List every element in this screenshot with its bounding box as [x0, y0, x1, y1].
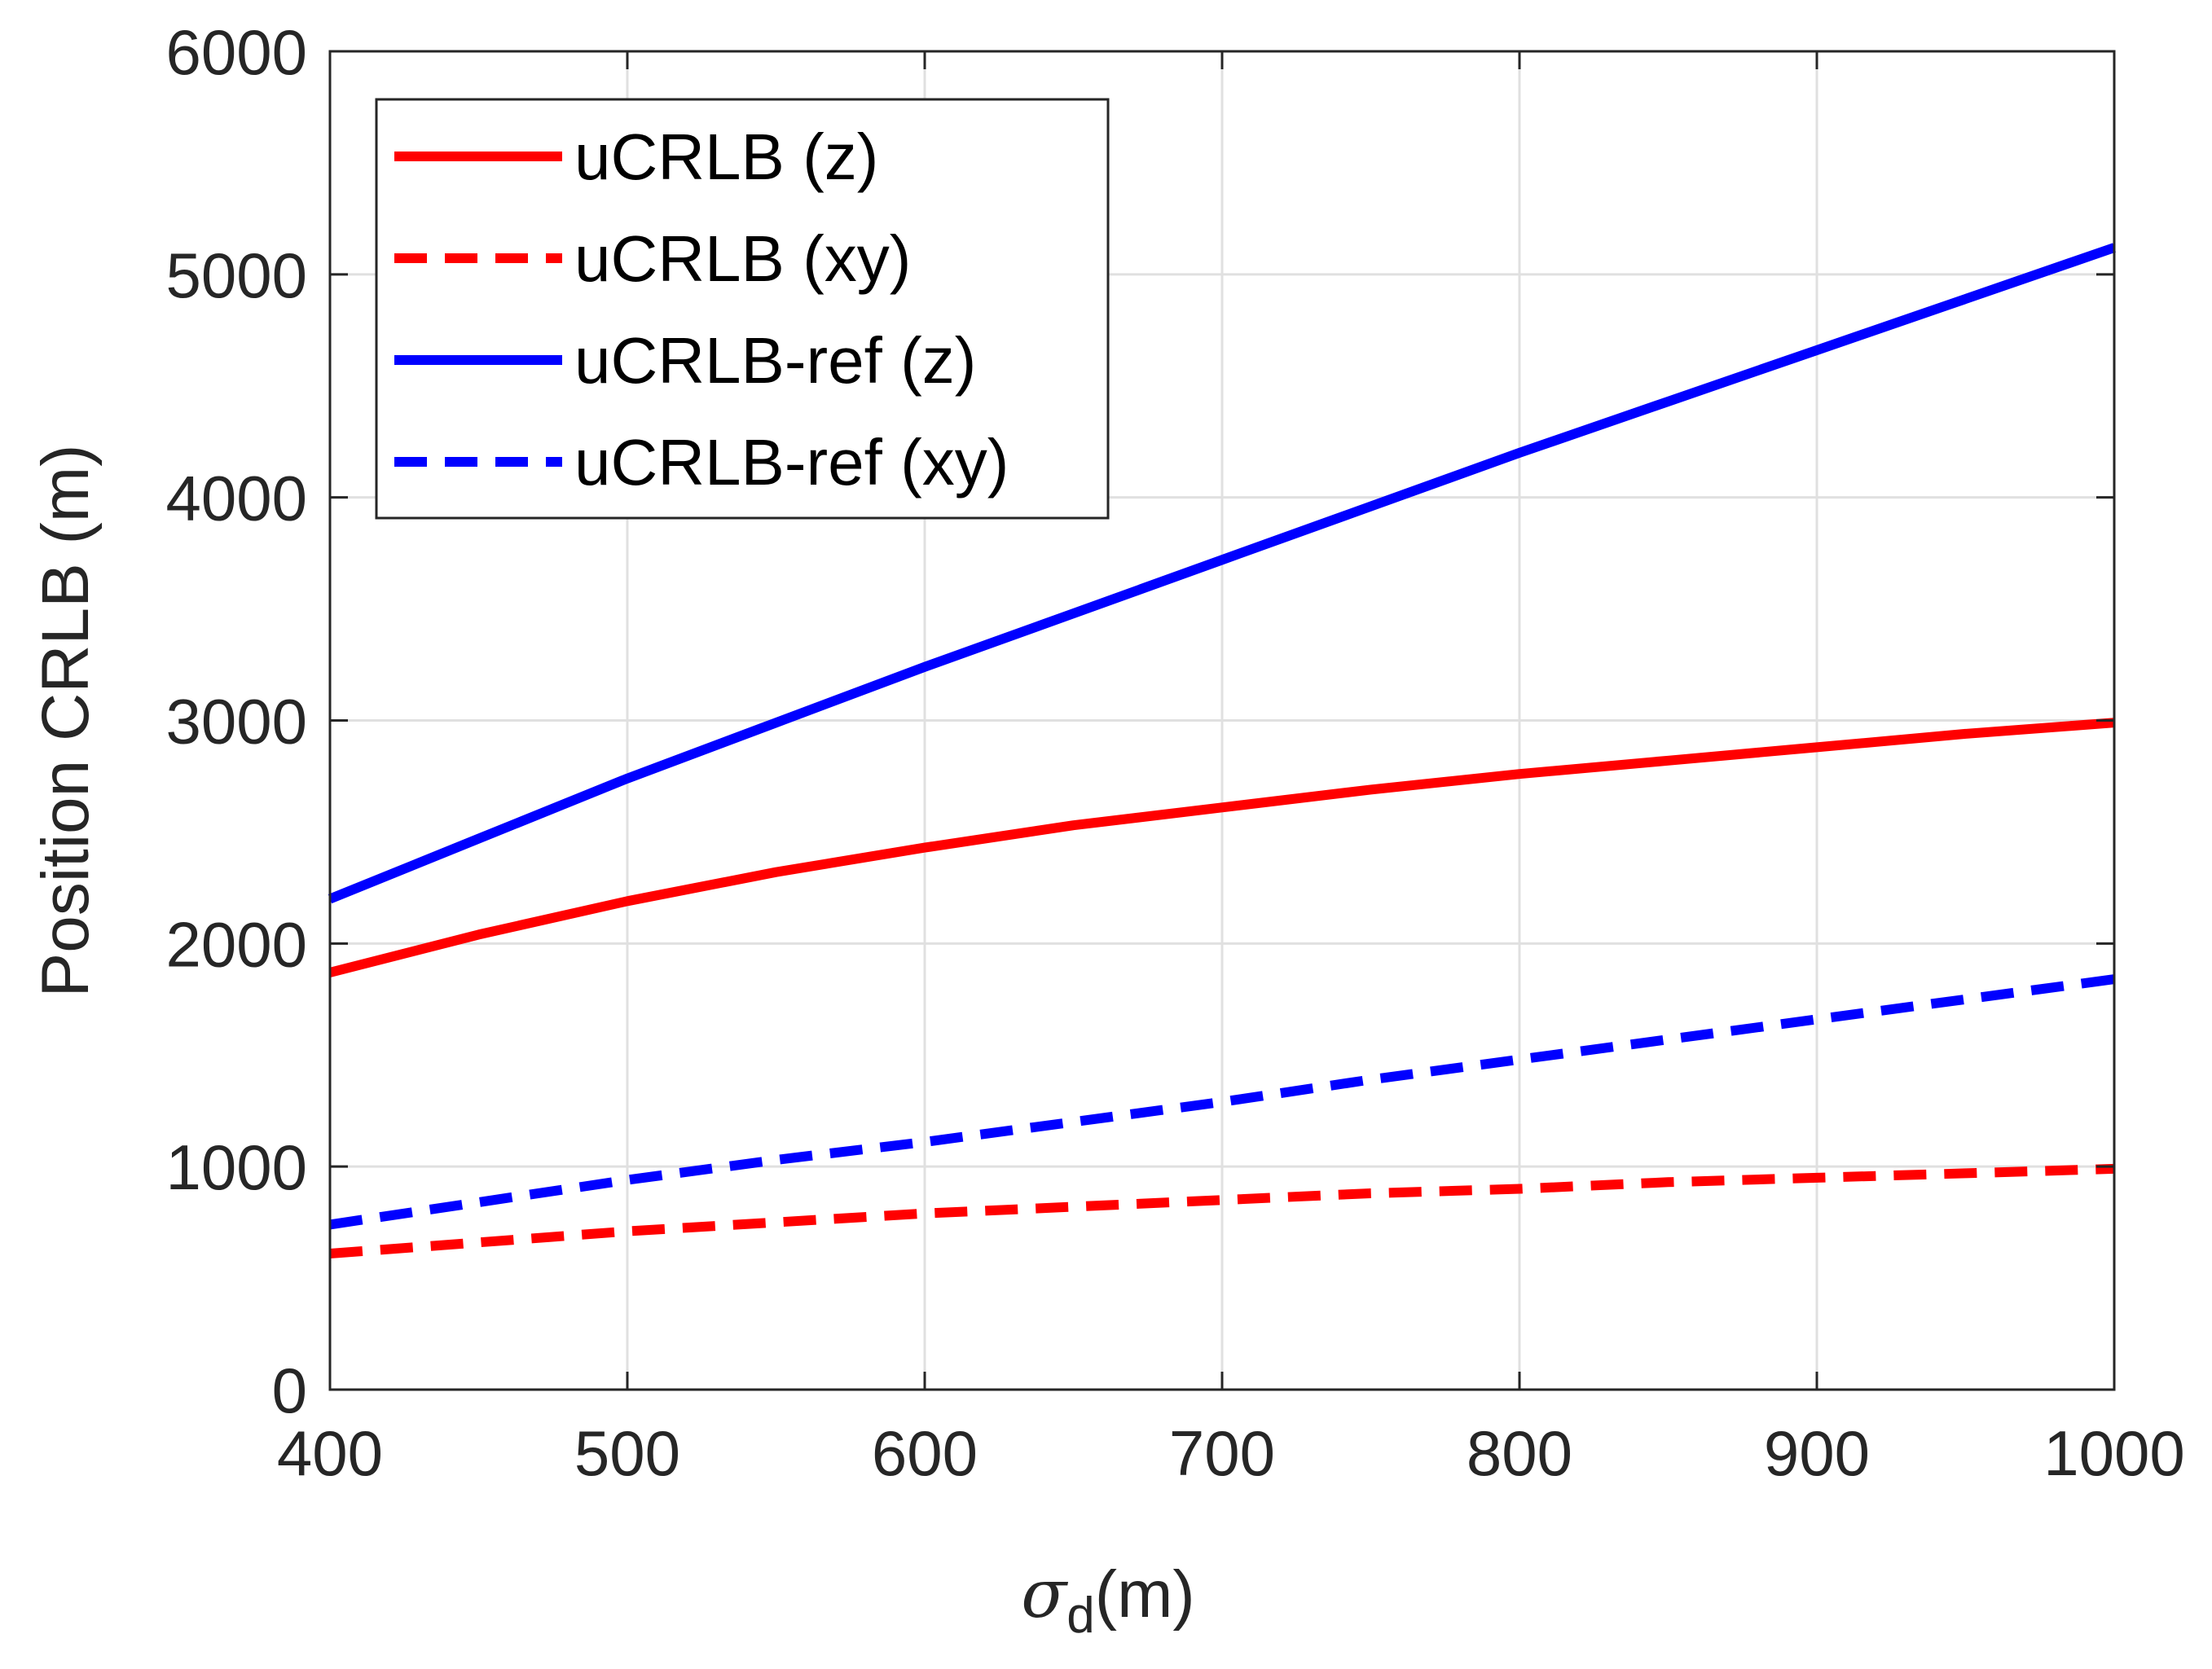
series-line-ucrlb-ref-z	[328, 243, 2116, 904]
y-tick-label: 5000	[165, 239, 307, 311]
x-axis-label: σd(m)	[1021, 1556, 1194, 1644]
x-tick-label: 1000	[2043, 1417, 2185, 1489]
y-tick-label: 4000	[165, 463, 307, 534]
series-group	[328, 243, 2116, 1258]
legend-label: uCRLB-ref (z)	[574, 324, 976, 397]
legend-box	[375, 98, 1110, 520]
y-tick-label: 2000	[165, 908, 307, 980]
series-line-ucrlb-xy	[329, 1163, 2115, 1258]
y-tick-label: 6000	[165, 16, 307, 88]
x-axis-label-subscript: d	[1066, 1588, 1094, 1644]
x-tick-label: 500	[574, 1417, 680, 1489]
x-tick-label: 700	[1169, 1417, 1275, 1489]
y-tick-label: 1000	[165, 1131, 307, 1203]
legend-label: uCRLB (z)	[574, 121, 878, 193]
legend-label: uCRLB (xy)	[574, 222, 911, 295]
x-tick-label: 400	[277, 1417, 383, 1489]
x-tick-label: 600	[872, 1417, 978, 1489]
x-axis-label-symbol: σ	[1021, 1556, 1068, 1633]
y-axis-label: Position CRLB (m)	[29, 445, 103, 998]
y-tick-label: 3000	[165, 686, 307, 758]
x-axis-label-unit: (m)	[1095, 1557, 1195, 1632]
x-tick-label: 900	[1764, 1417, 1870, 1489]
ticks	[328, 50, 2116, 1391]
legend: uCRLB (z) uCRLB (xy) uCRLB-ref (z) uCRLB-re…	[375, 98, 1110, 520]
y-tick-label: 0	[272, 1355, 307, 1426]
tick-labels: 400 500 600 700 800 900 1000 0 1000 2000 3000 4000 5…	[165, 16, 2184, 1489]
legend-label: uCRLB-ref (xy)	[574, 426, 1009, 499]
x-tick-label: 800	[1467, 1417, 1572, 1489]
series-line-ucrlb-z	[328, 718, 2115, 977]
